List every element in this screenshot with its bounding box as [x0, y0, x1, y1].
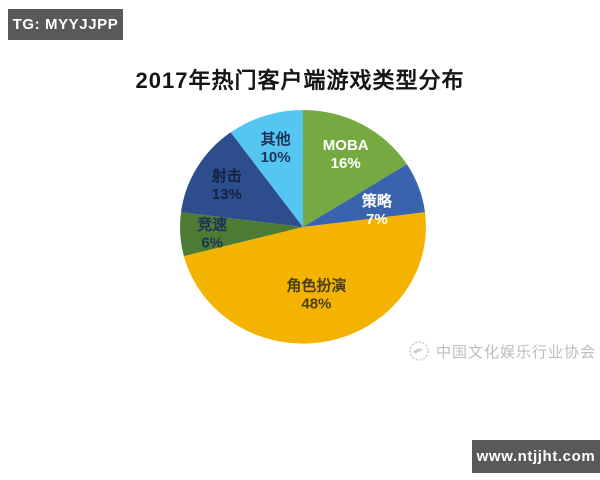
watermark-text: 中国文化娱乐行业协会 [436, 343, 597, 361]
pie-slice-label: 射击 [211, 167, 242, 185]
pie-slice-label: 竞速 [197, 215, 227, 233]
pie-slice-label: 策略 [361, 192, 393, 210]
pie-slice-label: MOBA [323, 137, 369, 154]
pie-slice-4 [181, 132, 303, 227]
pie-slice-label: 13% [212, 186, 242, 203]
pie-slice-1 [303, 164, 425, 227]
pie-slice-label: 其他 [261, 130, 291, 148]
pie-slice-label: 48% [301, 296, 331, 313]
pie-slice-label: 10% [261, 149, 291, 166]
pie-slice-0 [303, 109, 407, 227]
pie-slice-label: 16% [331, 155, 361, 172]
pie-slice-label: 7% [366, 211, 388, 228]
watermark: 中国文化娱乐行业协会 [408, 340, 596, 362]
pie-slice-3 [180, 212, 303, 257]
pie-slice-label: 6% [201, 234, 223, 251]
pie-slice-2 [183, 212, 426, 344]
pie-slice-5 [230, 109, 303, 227]
telegram-badge: TG: MYYJJPP [8, 9, 123, 40]
dove-in-circle-icon [409, 341, 429, 361]
website-badge: www.ntjjht.com [472, 440, 600, 473]
pie-slice-label: 角色扮演 [286, 277, 346, 295]
chart-title: 2017年热门客户端游戏类型分布 [135, 68, 465, 93]
